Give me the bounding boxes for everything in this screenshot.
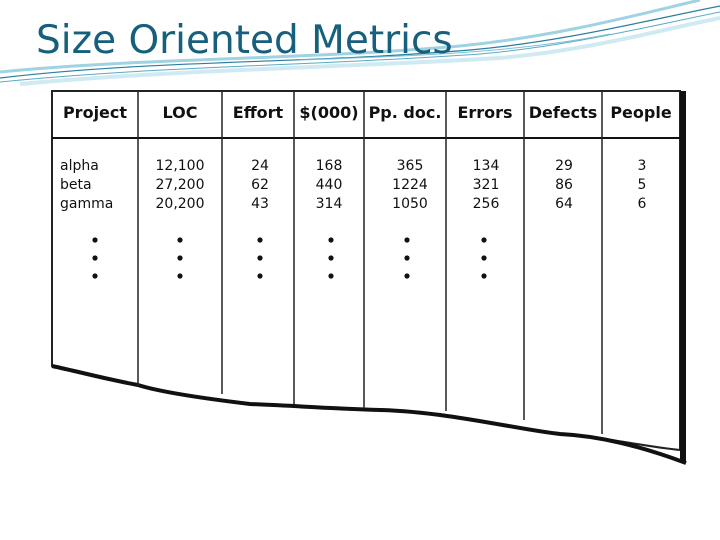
cell-defects: 29 — [555, 158, 573, 174]
cell-defects: 64 — [555, 196, 573, 212]
cell-pp-doc: 365 — [397, 158, 424, 174]
ellipsis-dot — [177, 255, 183, 261]
ellipsis-dot — [481, 237, 487, 243]
ellipsis-dot — [257, 237, 263, 243]
cell-effort: 62 — [251, 177, 269, 193]
cell-people: 6 — [638, 196, 647, 212]
cell-errors: 321 — [473, 177, 500, 193]
ellipsis-dot — [177, 273, 183, 279]
cell-project: gamma — [60, 196, 113, 212]
header-project: Project — [63, 103, 127, 122]
cell-cost: 314 — [316, 196, 343, 212]
header-loc: LOC — [163, 103, 198, 122]
ellipsis-dot — [404, 273, 410, 279]
cell-loc: 20,200 — [156, 196, 205, 212]
table-row: gamma 20,200 43 314 1050 256 64 6 — [60, 196, 647, 212]
ellipsis-dot — [328, 237, 334, 243]
table-row: beta 27,200 62 440 1224 321 86 5 — [60, 177, 646, 193]
header-effort: Effort — [233, 103, 284, 122]
ellipsis-dot — [404, 255, 410, 261]
ellipsis-dots — [92, 237, 487, 279]
ellipsis-dot — [328, 273, 334, 279]
ellipsis-dot — [257, 255, 263, 261]
header-cost: $(000) — [299, 103, 358, 122]
cell-project: alpha — [60, 158, 99, 174]
ellipsis-dot — [92, 273, 98, 279]
ellipsis-dot — [177, 237, 183, 243]
cell-pp-doc: 1050 — [392, 196, 428, 212]
ellipsis-dot — [257, 273, 263, 279]
table-header: Project LOC Effort $(000) Pp. doc. Error… — [63, 103, 672, 122]
header-pp-doc: Pp. doc. — [369, 103, 442, 122]
cell-effort: 43 — [251, 196, 269, 212]
ellipsis-dot — [404, 237, 410, 243]
cell-errors: 134 — [473, 158, 500, 174]
table-shadow-edge — [680, 91, 686, 463]
cell-cost: 440 — [316, 177, 343, 193]
cell-effort: 24 — [251, 158, 269, 174]
table-paper — [51, 90, 681, 452]
cell-pp-doc: 1224 — [392, 177, 428, 193]
cell-loc: 12,100 — [156, 158, 205, 174]
ellipsis-dot — [481, 255, 487, 261]
column-dividers — [137, 91, 603, 434]
cell-people: 5 — [638, 177, 647, 193]
ellipsis-dot — [92, 237, 98, 243]
header-people: People — [610, 103, 672, 122]
table-row: alpha 12,100 24 168 365 134 29 3 — [60, 158, 646, 174]
title-swoosh-decoration — [0, 0, 720, 86]
header-defects: Defects — [529, 103, 598, 122]
cell-loc: 27,200 — [156, 177, 205, 193]
slide-title: Size Oriented Metrics — [36, 18, 453, 63]
ellipsis-dot — [92, 255, 98, 261]
cell-defects: 86 — [555, 177, 573, 193]
ellipsis-dot — [328, 255, 334, 261]
cell-cost: 168 — [316, 158, 343, 174]
ellipsis-dot — [481, 273, 487, 279]
cell-people: 3 — [638, 158, 647, 174]
header-errors: Errors — [457, 103, 512, 122]
cell-errors: 256 — [473, 196, 500, 212]
cell-project: beta — [60, 177, 92, 193]
